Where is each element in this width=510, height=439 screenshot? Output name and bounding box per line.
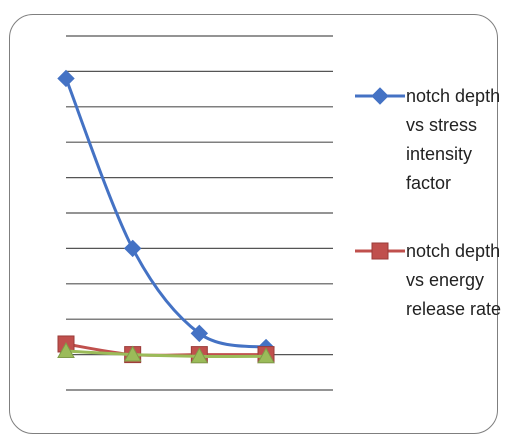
series-2 bbox=[57, 342, 275, 364]
data-point bbox=[57, 342, 75, 358]
data-point bbox=[257, 347, 275, 364]
legend-label-stress-intensity: notch depth vs stress intensity factor bbox=[406, 86, 501, 193]
series-1 bbox=[57, 335, 275, 364]
data-point bbox=[190, 324, 209, 343]
legend-marker-0 bbox=[371, 87, 389, 105]
data-point bbox=[190, 347, 209, 364]
legend-label-energy-release: notch depth vs energy release rate bbox=[406, 241, 502, 319]
legend-marker-1 bbox=[371, 242, 389, 260]
data-point bbox=[57, 69, 75, 88]
data-point bbox=[123, 345, 142, 362]
series-line bbox=[64, 77, 267, 350]
chart-frame bbox=[9, 14, 498, 434]
series-line bbox=[65, 349, 267, 359]
series-layer bbox=[57, 69, 275, 364]
legend-markers bbox=[355, 87, 405, 260]
data-point bbox=[123, 239, 142, 258]
